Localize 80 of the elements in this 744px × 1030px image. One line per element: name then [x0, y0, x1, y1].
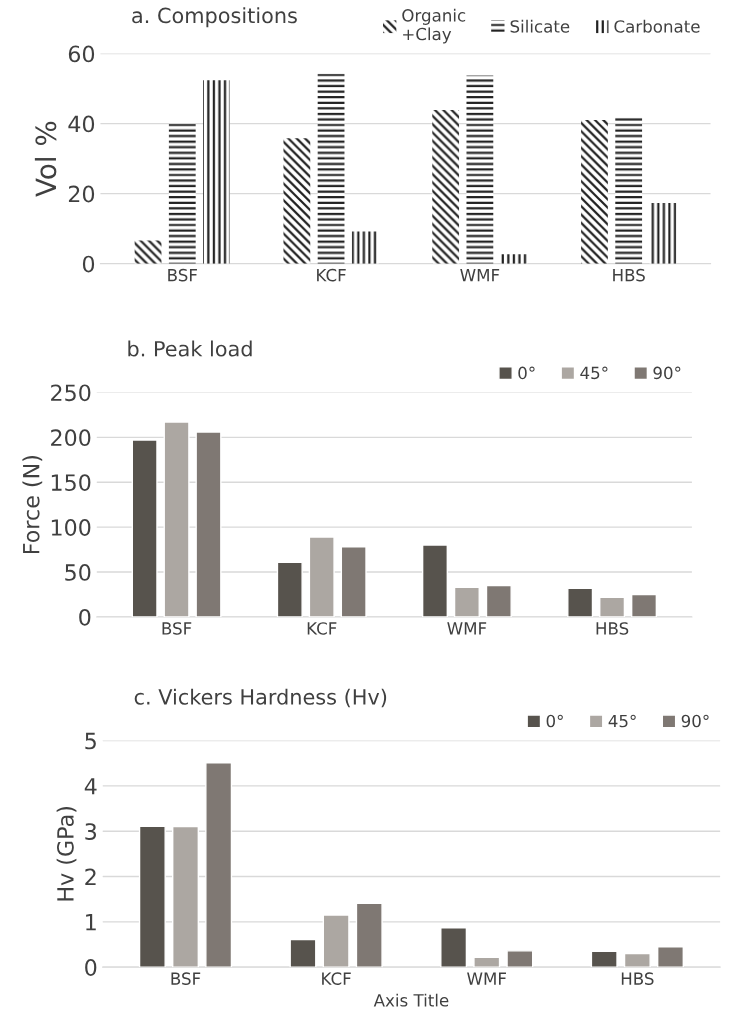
y-axis-title: Vol %	[34, 121, 57, 197]
x-tick-label: BSF	[171, 972, 201, 985]
y-tick-label: 0	[79, 608, 91, 626]
y-axis-title: Force (N)	[22, 456, 43, 554]
x-tick-label: HBS	[596, 622, 629, 635]
bar	[289, 938, 317, 968]
x-tick-label: KCF	[322, 972, 351, 985]
y-tick-label: 1	[86, 914, 96, 931]
bar	[567, 587, 594, 617]
bar	[172, 825, 200, 968]
y-tick-label: 0	[85, 959, 97, 976]
x-tick-label: KCF	[317, 268, 346, 282]
bar	[421, 544, 449, 617]
bar	[649, 203, 677, 264]
y-tick-label: 50	[65, 564, 91, 581]
bar	[340, 546, 367, 617]
bar	[317, 73, 345, 264]
chart-title: a. Compositions	[132, 7, 297, 28]
chart-title: b. Peak load	[128, 340, 252, 357]
bar	[308, 536, 335, 617]
y-tick-label: 0	[82, 255, 95, 273]
bar	[168, 122, 196, 264]
bar	[453, 586, 480, 617]
y-tick-label: 40	[68, 115, 95, 133]
bar	[500, 254, 528, 264]
bar	[599, 596, 626, 617]
y-tick-label: 60	[68, 45, 95, 63]
x-tick-label: BSF	[162, 622, 192, 635]
bar	[276, 561, 303, 617]
bar	[205, 762, 233, 968]
y-tick-label: 250	[51, 384, 91, 402]
bar	[322, 914, 350, 968]
bar	[351, 231, 379, 264]
bar	[355, 902, 383, 968]
x-axis-title: Axis Title	[373, 993, 449, 1007]
chart-title: c. Vickers Hardness (Hv)	[134, 688, 387, 708]
legend-label: 90°	[681, 714, 709, 728]
bar	[134, 240, 162, 264]
x-tick-label: BSF	[168, 268, 197, 282]
bar	[138, 825, 166, 968]
bar	[432, 109, 460, 264]
x-tick-label: WMF	[460, 269, 500, 282]
legend-label: Carbonate	[614, 19, 700, 33]
y-tick-label: 4	[84, 778, 97, 795]
bar	[485, 584, 512, 617]
bar	[506, 950, 534, 968]
bar	[131, 439, 158, 617]
bar	[590, 950, 618, 968]
bar	[203, 80, 230, 264]
legend-label: 45°	[608, 714, 636, 728]
legend-label: 0°	[546, 714, 563, 728]
x-tick-label: HBS	[613, 268, 645, 282]
x-tick-label: KCF	[307, 622, 337, 635]
legend-label: 0°	[518, 366, 535, 380]
y-tick-label: 5	[85, 732, 96, 750]
bar	[581, 120, 608, 264]
y-axis-title: Hv (GPa)	[56, 807, 77, 901]
x-tick-label: HBS	[621, 972, 654, 985]
bar	[466, 75, 494, 264]
bar	[656, 946, 684, 968]
bar	[623, 952, 651, 968]
bar	[163, 421, 190, 617]
y-tick-label: 150	[51, 474, 91, 491]
legend-label: Organic +Clay	[402, 8, 466, 44]
legend-label: 45°	[580, 366, 608, 380]
legend-label: 90°	[653, 366, 681, 380]
bar	[630, 593, 658, 617]
y-tick-label: 20	[68, 185, 95, 203]
bar	[473, 956, 501, 968]
x-tick-label: WMF	[467, 972, 506, 985]
y-tick-label: 200	[51, 429, 91, 447]
bar	[195, 431, 222, 617]
bar	[440, 927, 468, 968]
legend-label: Silicate	[510, 19, 570, 33]
y-tick-label: 3	[85, 823, 97, 840]
y-tick-label: 100	[51, 519, 91, 536]
y-tick-label: 2	[85, 868, 96, 885]
bar	[615, 117, 643, 264]
x-tick-label: WMF	[447, 622, 487, 635]
bar	[283, 138, 311, 264]
